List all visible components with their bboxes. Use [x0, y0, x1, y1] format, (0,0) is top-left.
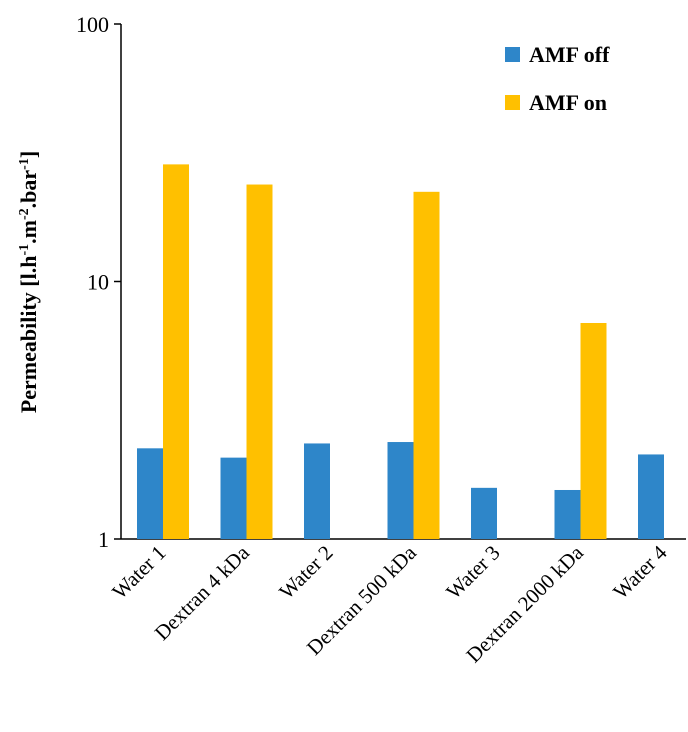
bar-amf-off	[638, 454, 664, 539]
legend: AMF off AMF on	[505, 42, 610, 115]
y-tick-label: 100	[76, 12, 109, 37]
bar-amf-off	[220, 457, 247, 539]
x-tick-label: Water 3	[441, 541, 504, 604]
bar-amf-off	[471, 487, 497, 539]
y-ticks: 1 10 100	[76, 12, 121, 552]
bar-amf-off	[137, 448, 163, 539]
x-tick-label: Water 2	[274, 541, 337, 604]
bar-amf-on	[163, 164, 189, 539]
legend-swatch-amf-off	[505, 47, 520, 62]
bar-amf-on	[246, 184, 273, 539]
y-tick-label: 1	[98, 527, 109, 552]
bar-amf-off	[304, 443, 330, 539]
bar-amf-on	[580, 322, 607, 539]
y-tick-label: 10	[87, 270, 109, 295]
legend-label-amf-on: AMF on	[529, 90, 607, 115]
legend-swatch-amf-on	[505, 95, 520, 110]
y-axis-title: Permeability [l.h-1.m-2.bar-1]	[16, 151, 41, 413]
legend-label-amf-off: AMF off	[529, 42, 610, 67]
bar-amf-off	[387, 442, 414, 539]
x-tick-label: Water 1	[107, 541, 170, 604]
bar-amf-on	[413, 191, 440, 539]
x-tick-label: Water 4	[608, 540, 672, 604]
bar-amf-off	[554, 489, 581, 539]
bars	[137, 164, 664, 539]
